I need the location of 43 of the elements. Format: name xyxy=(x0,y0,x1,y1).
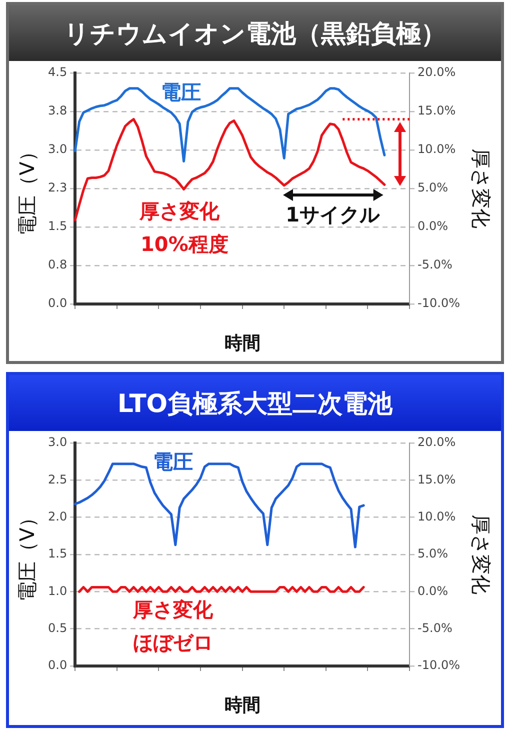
y-tick-label: 3.8 xyxy=(48,104,68,118)
annotation: 1サイクル xyxy=(286,202,381,226)
annotation: ほぼゼロ xyxy=(133,630,214,655)
y-tick-label: 1.0 xyxy=(48,584,68,598)
y-tick-label: 2.0 xyxy=(48,509,68,524)
y-axis-title: 電圧（V） xyxy=(15,142,40,236)
y2-tick-label: -5.0% xyxy=(418,620,452,635)
chart-title: LTO負極系大型二次電池 xyxy=(9,375,501,431)
y-axis-title: 電圧（V） xyxy=(15,508,40,602)
y2-tick-label: 10.0% xyxy=(418,509,456,524)
y-tick-label: 3.0 xyxy=(48,435,68,450)
y2-tick-label: -5.0% xyxy=(418,258,452,272)
y-tick-label: 0.0 xyxy=(48,296,68,310)
y-tick-label: 2.5 xyxy=(48,472,68,486)
y2-tick-label: -10.0% xyxy=(418,658,460,672)
y2-tick-label: 20.0% xyxy=(418,65,456,80)
y-tick-label: 1.5 xyxy=(48,546,68,561)
y-tick-label: 3.0 xyxy=(48,142,68,156)
y2-tick-label: 20.0% xyxy=(418,435,456,450)
y2-tick-label: 10.0% xyxy=(418,142,456,156)
series-label: 電圧 xyxy=(153,450,194,474)
y-tick-label: 0.5 xyxy=(48,620,68,635)
series-label: 電圧 xyxy=(161,80,202,104)
y2-axis-title: 厚さ変化 xyxy=(468,514,493,594)
series-label: 厚さ変化 xyxy=(132,597,214,622)
y2-tick-label: 0.0% xyxy=(418,584,448,598)
x-axis-title: 時間 xyxy=(224,694,260,716)
y-tick-label: 2.3 xyxy=(48,180,68,195)
annotation: 10%程度 xyxy=(140,232,228,256)
x-axis-title: 時間 xyxy=(224,332,260,354)
y2-tick-label: 5.0% xyxy=(418,546,448,561)
y2-tick-label: 5.0% xyxy=(418,180,448,195)
y2-tick-label: 15.0% xyxy=(418,104,456,118)
chart-title: リチウムイオン電池（黒鉛負極） xyxy=(9,5,501,61)
y2-tick-label: -10.0% xyxy=(418,296,460,310)
y-tick-label: 1.5 xyxy=(48,219,68,234)
y-tick-label: 4.5 xyxy=(48,65,68,80)
y-tick-label: 0.0 xyxy=(48,658,68,672)
y2-axis-title: 厚さ変化 xyxy=(468,148,493,228)
series-label: 厚さ変化 xyxy=(138,199,220,224)
y2-tick-label: 15.0% xyxy=(418,472,456,486)
y2-tick-label: 0.0% xyxy=(418,219,448,234)
y-tick-label: 0.8 xyxy=(48,258,68,272)
